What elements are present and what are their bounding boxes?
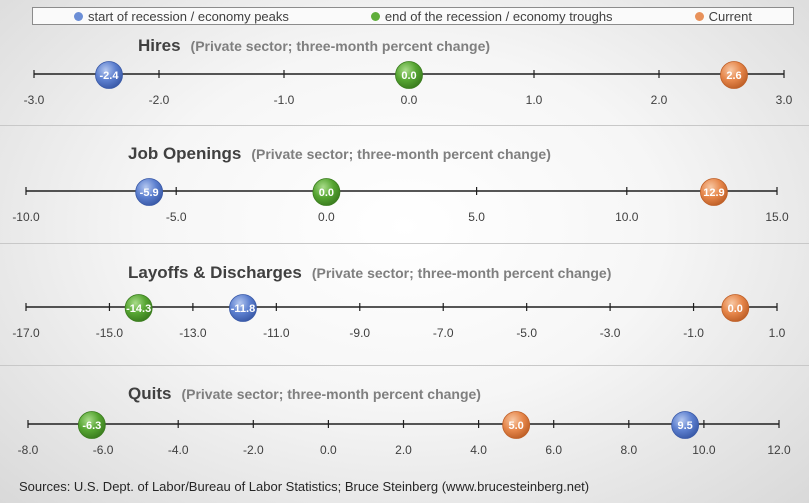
tick-label: 5.0 xyxy=(468,210,485,224)
tick-label: -11.0 xyxy=(263,326,290,340)
data-point-trough xyxy=(77,411,106,439)
data-label: 5.0 xyxy=(509,420,524,432)
tick-label: -17.0 xyxy=(12,326,40,340)
chart-subtitle: (Private sector; three-month percent cha… xyxy=(181,386,481,402)
chart-title: Layoffs & Discharges xyxy=(128,263,302,282)
data-label: 12.9 xyxy=(703,187,724,199)
legend-dot-trough xyxy=(370,11,380,21)
data-point-current xyxy=(700,178,728,206)
tick-label: 8.0 xyxy=(620,443,637,457)
data-label: -2.4 xyxy=(100,70,120,82)
chart-subtitle: (Private sector; three-month percent cha… xyxy=(190,38,491,54)
tick-label: 1.0 xyxy=(769,326,786,340)
data-label: -14.3 xyxy=(126,303,151,315)
data-point-peak xyxy=(135,178,164,206)
chart-panel: -17.0 -15.0 -13.0 -11.0 -9.0 -7.0 -5.0 -3.0 -1.0… xyxy=(12,294,786,340)
data-point-current xyxy=(721,294,750,322)
chart-panel: -8.0 -6.0 -4.0 -2.0 0.0 2.0 4.0 6.0 8.0 10.0 12.0 -… xyxy=(18,411,791,457)
tick-label: -1.0 xyxy=(274,93,295,107)
data-label: 2.6 xyxy=(726,70,741,82)
data-label: 0.0 xyxy=(319,187,334,199)
data-point-trough xyxy=(395,61,423,89)
data-label: -6.3 xyxy=(82,420,101,432)
tick-label: -5.0 xyxy=(516,326,537,340)
chart-subtitle: (Private sector; three-month percent cha… xyxy=(311,265,612,281)
chart-subtitle: (Private sector; three-month percent cha… xyxy=(251,146,551,162)
data-point-peak xyxy=(671,411,700,439)
panel-title-layoffs: Layoffs & Discharges (Private sector; thr… xyxy=(128,263,611,283)
chart-title: Hires xyxy=(138,36,181,55)
chart-title: Quits xyxy=(128,384,172,403)
data-point-current xyxy=(502,411,531,439)
tick-label: -6.0 xyxy=(93,443,114,457)
panel-title-hires: Hires (Private sector; three-month percen… xyxy=(138,36,490,56)
chart-title: Job Openings xyxy=(128,144,242,163)
tick-label: 10.0 xyxy=(692,443,716,457)
legend-label-peak: start of recession / economy peaks xyxy=(88,8,289,24)
tick-label: -2.0 xyxy=(149,93,170,107)
tick-label: -3.0 xyxy=(24,93,45,107)
legend-dot-current xyxy=(694,11,704,21)
data-label: 0.0 xyxy=(401,70,416,82)
tick-label: 0.0 xyxy=(401,93,418,107)
panel-separator xyxy=(0,243,809,244)
tick-label: -9.0 xyxy=(349,326,370,340)
tick-label: 2.0 xyxy=(651,93,668,107)
tick-label: 6.0 xyxy=(545,443,562,457)
tick-label: -7.0 xyxy=(433,326,454,340)
tick-label: 3.0 xyxy=(776,93,793,107)
panel-title-quits: Quits (Private sector; three-month percen… xyxy=(128,384,481,404)
data-point-peak xyxy=(229,294,257,322)
data-point-peak xyxy=(95,61,123,89)
data-point-trough xyxy=(124,294,153,322)
panel-separator xyxy=(0,125,809,126)
legend-item-peak: start of recession / economy peaks xyxy=(74,9,289,24)
chart-panel: -10.0 -5.0 0.0 5.0 10.0 15.0 -5.9 0.0 12.9 xyxy=(12,178,789,224)
tick-label: -8.0 xyxy=(18,443,39,457)
panel-title-job-openings: Job Openings (Private sector; three-month… xyxy=(128,144,551,164)
tick-label: 1.0 xyxy=(526,93,543,107)
data-label: 0.0 xyxy=(728,303,743,315)
data-point-current xyxy=(720,61,748,89)
tick-label: -1.0 xyxy=(683,326,704,340)
tick-label: -4.0 xyxy=(168,443,189,457)
tick-label: 0.0 xyxy=(320,443,337,457)
tick-label: 2.0 xyxy=(395,443,412,457)
tick-label: -2.0 xyxy=(243,443,264,457)
tick-label: -5.0 xyxy=(166,210,187,224)
tick-label: -3.0 xyxy=(600,326,621,340)
data-label: -11.8 xyxy=(231,303,255,315)
source-note: Sources: U.S. Dept. of Labor/Bureau of L… xyxy=(19,479,590,494)
legend-dot-peak xyxy=(74,11,84,21)
tick-label: 12.0 xyxy=(767,443,791,457)
tick-label: 10.0 xyxy=(615,210,639,224)
tick-label: 0.0 xyxy=(318,210,335,224)
tick-label: -15.0 xyxy=(96,326,124,340)
tick-label: 4.0 xyxy=(470,443,487,457)
data-point-trough xyxy=(312,178,341,206)
legend-item-current: Current xyxy=(694,8,752,24)
tick-label: -13.0 xyxy=(179,326,207,340)
chart-panel: -3.0 -2.0 -1.0 0.0 1.0 2.0 3.0 -2.4 0.0 2.6 xyxy=(24,61,793,107)
data-label: 9.5 xyxy=(677,420,692,432)
panel-separator xyxy=(0,365,809,366)
legend-label-current: Current xyxy=(708,8,752,24)
legend-item-trough: end of the recession / economy troughs xyxy=(370,8,613,24)
data-label: -5.9 xyxy=(140,187,159,199)
tick-label: 15.0 xyxy=(765,210,789,224)
tick-label: -10.0 xyxy=(12,210,40,224)
legend-label-trough: end of the recession / economy troughs xyxy=(384,8,613,24)
chart-legend: start of recession / economy peaks end o… xyxy=(32,7,794,25)
chart-panels: -3.0 -2.0 -1.0 0.0 1.0 2.0 3.0-2.4 0.0 2.6-10.0-… xyxy=(12,61,793,457)
